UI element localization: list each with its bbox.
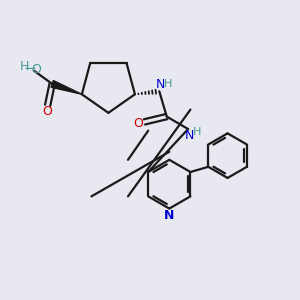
Text: O: O bbox=[133, 117, 143, 130]
Text: N: N bbox=[156, 78, 165, 91]
Text: O: O bbox=[31, 63, 41, 76]
Text: H: H bbox=[193, 127, 201, 137]
Text: H: H bbox=[20, 60, 29, 74]
Polygon shape bbox=[51, 80, 82, 94]
Text: N: N bbox=[184, 129, 194, 142]
Text: H: H bbox=[164, 79, 172, 89]
Text: −: − bbox=[24, 61, 37, 76]
Text: O: O bbox=[43, 105, 52, 118]
Text: N: N bbox=[164, 209, 175, 222]
